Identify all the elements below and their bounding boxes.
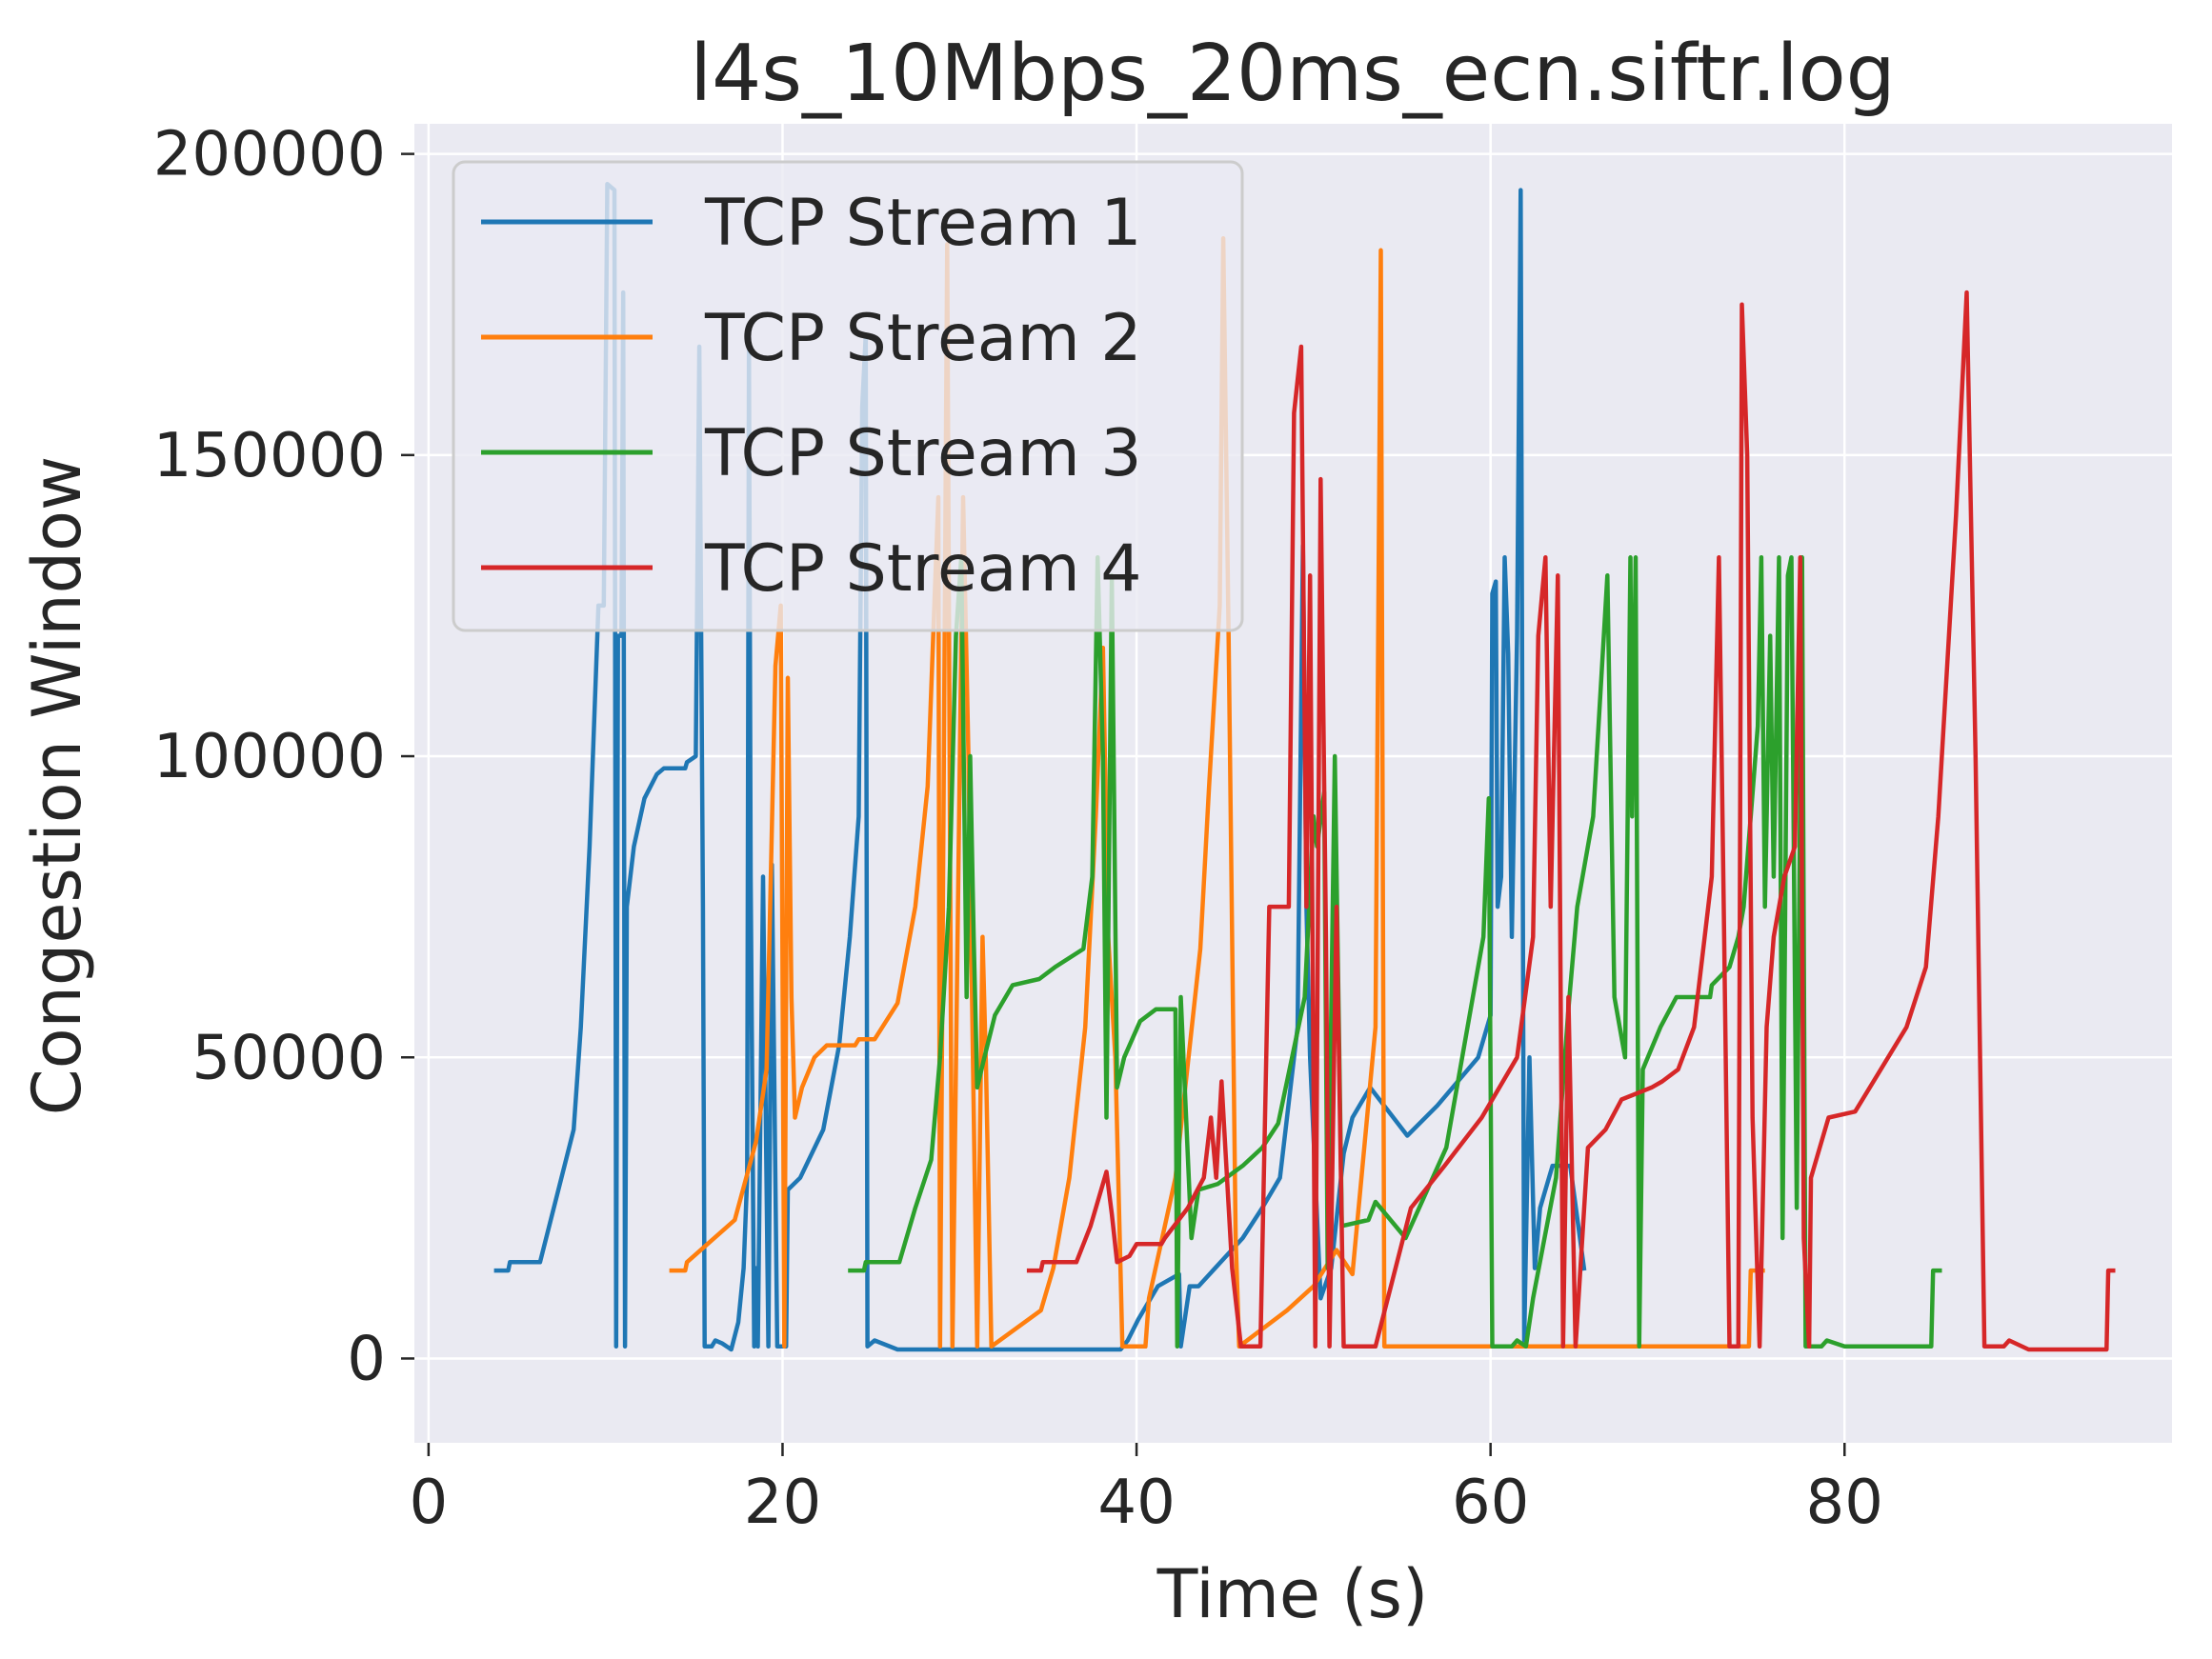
legend-label-4: TCP Stream 4 bbox=[704, 531, 1142, 607]
x-tick-label: 80 bbox=[1806, 1468, 1883, 1538]
legend-label-1: TCP Stream 1 bbox=[704, 186, 1142, 261]
y-tick-label: 100000 bbox=[153, 722, 386, 792]
x-axis: 0 20 40 60 80 bbox=[410, 1443, 1883, 1538]
series-line-3 bbox=[848, 555, 1942, 1349]
series-line-4 bbox=[1026, 290, 2116, 1352]
chart-title: l4s_10Mbps_20ms_ecn.siftr.log bbox=[690, 29, 1895, 119]
x-tick-label: 40 bbox=[1097, 1468, 1175, 1538]
x-tick-label: 0 bbox=[410, 1468, 449, 1538]
y-tick-label: 150000 bbox=[153, 421, 386, 491]
legend-box bbox=[452, 160, 1244, 632]
x-tick-label: 60 bbox=[1452, 1468, 1529, 1538]
series-line-2 bbox=[669, 235, 1765, 1349]
y-axis-title: Congestion Window bbox=[18, 456, 96, 1115]
legend-label-2: TCP Stream 2 bbox=[704, 301, 1142, 376]
y-tick-label: 0 bbox=[347, 1324, 386, 1394]
series-layer bbox=[493, 181, 2116, 1352]
legend-label-3: TCP Stream 3 bbox=[704, 416, 1142, 491]
y-tick-label: 50000 bbox=[191, 1023, 386, 1093]
legend: TCP Stream 1 TCP Stream 2 TCP Stream 3 TCP … bbox=[452, 160, 1244, 632]
x-axis-title: Time (s) bbox=[1156, 1555, 1429, 1633]
y-tick-label: 200000 bbox=[153, 120, 386, 190]
x-tick-label: 20 bbox=[744, 1468, 821, 1538]
y-axis: 0 50000 100000 150000 200000 bbox=[153, 120, 414, 1394]
